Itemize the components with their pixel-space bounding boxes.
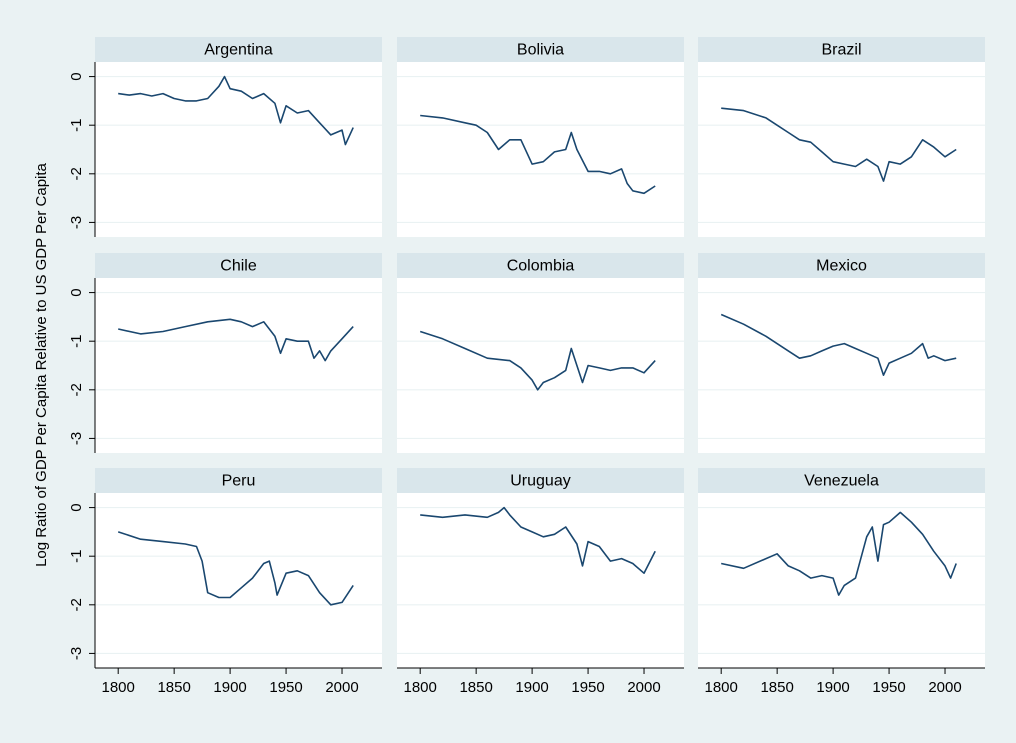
x-tick-label: 2000 bbox=[325, 679, 358, 696]
y-tick-label: -2 bbox=[68, 383, 85, 396]
x-tick-label: 2000 bbox=[928, 679, 961, 696]
y-tick-label: -2 bbox=[68, 598, 85, 611]
x-tick-label: 1850 bbox=[760, 679, 793, 696]
data-line bbox=[118, 75, 354, 146]
plot-area bbox=[397, 493, 684, 668]
panel-title: Brazil bbox=[821, 42, 861, 59]
strip bbox=[698, 37, 985, 62]
y-tick-label: -2 bbox=[68, 167, 85, 180]
x-tick-label: 1800 bbox=[705, 679, 738, 696]
strip bbox=[698, 253, 985, 278]
panel-title: Chile bbox=[220, 258, 257, 275]
data-line bbox=[721, 107, 957, 182]
x-tick-label: 1900 bbox=[816, 679, 849, 696]
data-line bbox=[721, 511, 957, 596]
plot-area bbox=[397, 278, 684, 453]
panel-title: Mexico bbox=[816, 258, 867, 275]
plot-area bbox=[95, 278, 382, 453]
panel-title: Peru bbox=[222, 473, 256, 490]
panel-title: Colombia bbox=[507, 258, 575, 275]
data-line bbox=[118, 318, 354, 362]
x-tick-label: 1950 bbox=[872, 679, 905, 696]
data-line bbox=[419, 330, 656, 391]
strip bbox=[397, 37, 684, 62]
y-tick-label: -3 bbox=[68, 647, 85, 660]
strip bbox=[397, 468, 684, 493]
y-tick-label: -1 bbox=[68, 550, 85, 563]
y-tick-label: 0 bbox=[68, 72, 85, 80]
data-line bbox=[420, 506, 656, 574]
y-axis-title: Log Ratio of GDP Per Capita Relative to … bbox=[33, 162, 50, 566]
x-tick-label: 1900 bbox=[515, 679, 548, 696]
y-tick-label: 0 bbox=[68, 288, 85, 296]
y-tick-label: -3 bbox=[68, 216, 85, 229]
data-line bbox=[420, 114, 656, 195]
panel-title: Uruguay bbox=[510, 473, 570, 490]
y-tick-label: 0 bbox=[68, 503, 85, 511]
x-tick-label: 1850 bbox=[459, 679, 492, 696]
x-tick-label: 1800 bbox=[102, 679, 135, 696]
y-tick-label: -1 bbox=[68, 335, 85, 348]
x-tick-label: 1950 bbox=[269, 679, 302, 696]
panel-title: Argentina bbox=[204, 42, 273, 59]
strip bbox=[95, 37, 382, 62]
data-line bbox=[720, 313, 957, 376]
x-tick-label: 1850 bbox=[157, 679, 190, 696]
x-tick-label: 1800 bbox=[404, 679, 437, 696]
plot-area bbox=[698, 62, 985, 237]
panel-title: Venezuela bbox=[804, 473, 879, 490]
strip bbox=[698, 468, 985, 493]
panel-title: Bolivia bbox=[517, 42, 564, 59]
y-tick-label: -3 bbox=[68, 432, 85, 445]
strip bbox=[95, 468, 382, 493]
strip bbox=[397, 253, 684, 278]
plot-area bbox=[698, 493, 985, 668]
plot-area bbox=[698, 278, 985, 453]
data-line bbox=[117, 531, 354, 606]
y-tick-label: -1 bbox=[68, 119, 85, 132]
plot-area bbox=[95, 493, 382, 668]
x-tick-label: 1900 bbox=[213, 679, 246, 696]
strip bbox=[95, 253, 382, 278]
plot-area bbox=[95, 62, 382, 237]
x-tick-label: 2000 bbox=[627, 679, 660, 696]
plot-area bbox=[397, 62, 684, 237]
x-tick-label: 1950 bbox=[571, 679, 604, 696]
